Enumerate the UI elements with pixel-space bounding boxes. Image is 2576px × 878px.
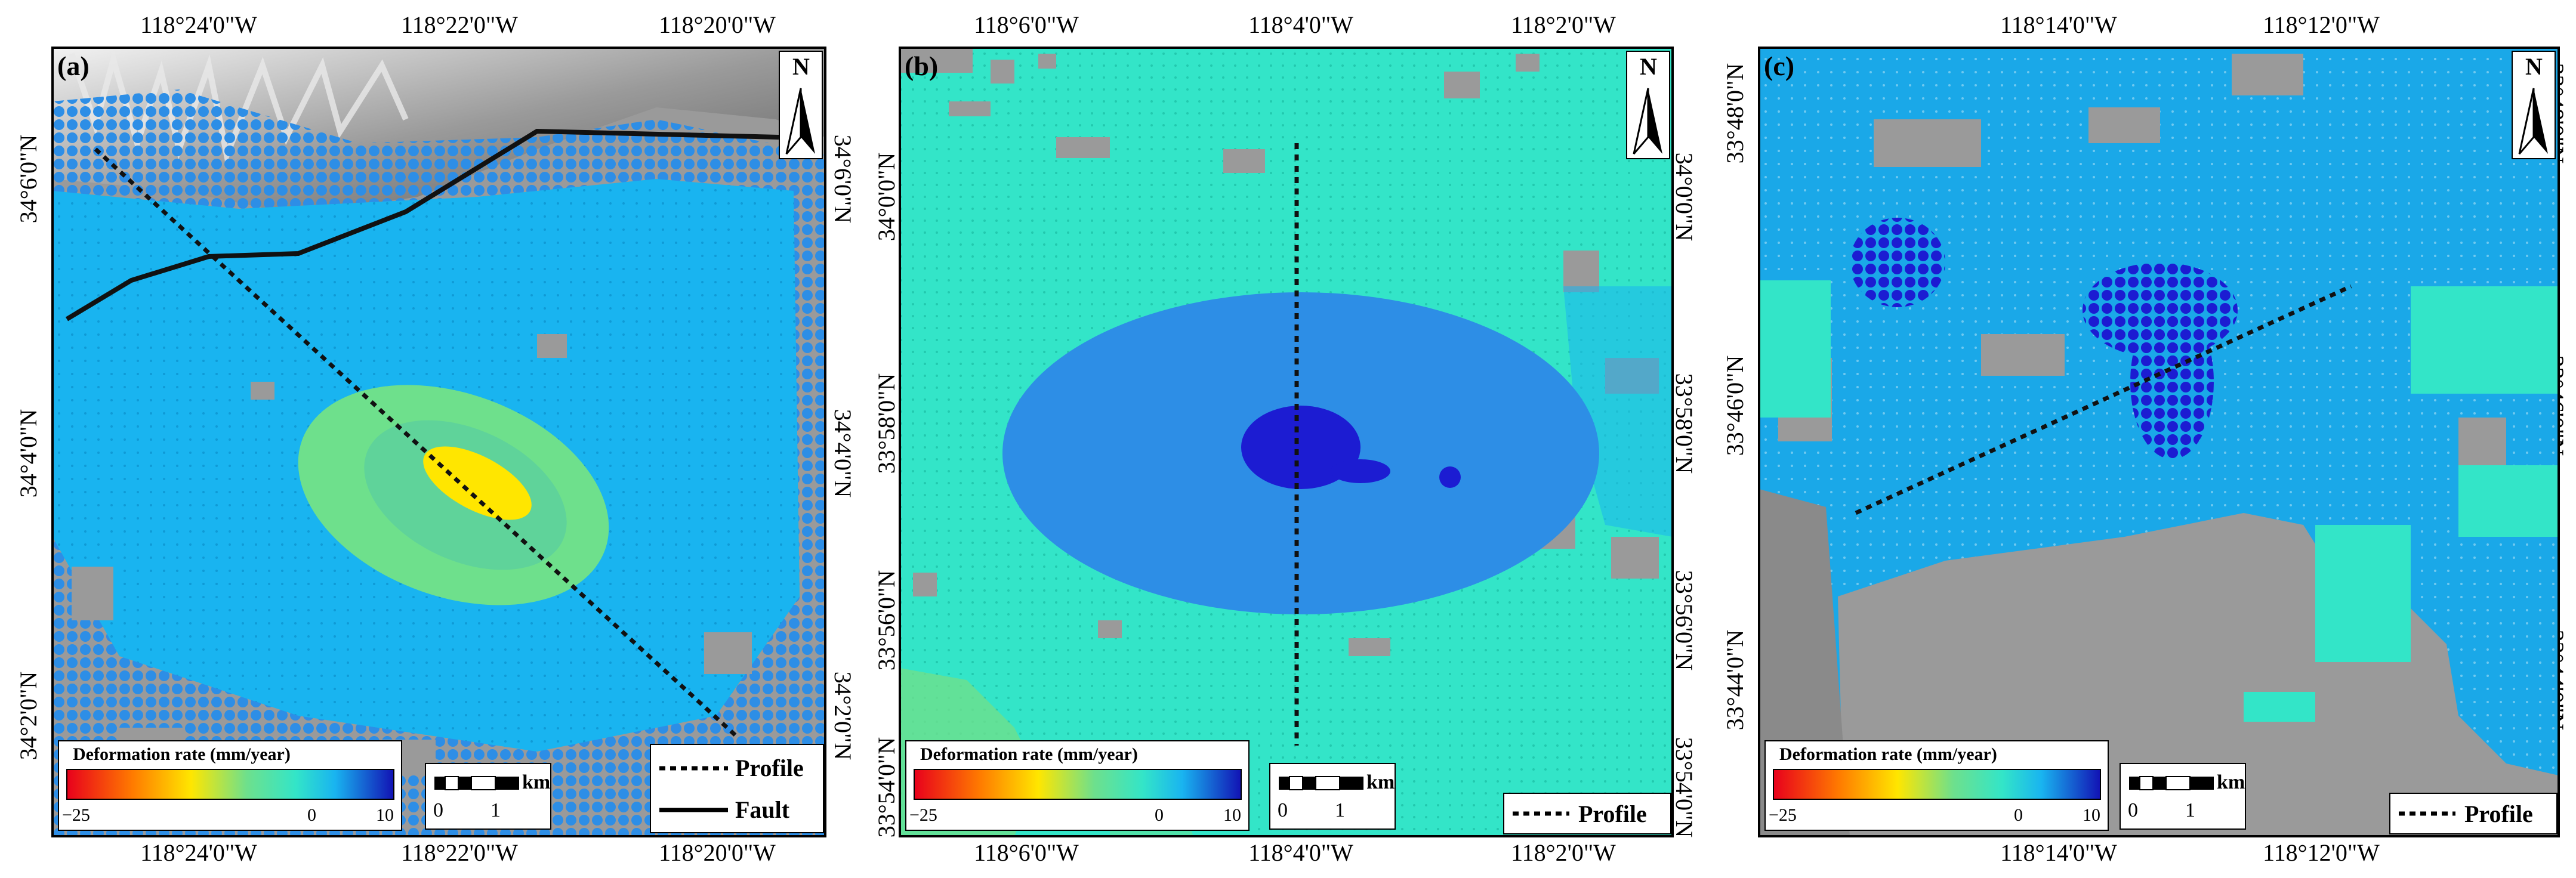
scale-zero: 0 [2128,799,2138,821]
legend-c [2389,793,2558,834]
map-c [1758,47,2560,837]
top-tick-label: 118°14'0"W [2000,11,2117,38]
map-b [899,47,1674,837]
colorbar-c [1764,740,2109,831]
panel-label: (b) [905,51,939,81]
bottom-tick-label: 118°12'0"W [2263,839,2380,866]
colorbar-title: Deformation rate (mm/year) [920,744,1138,764]
panel-label: (c) [1764,51,1795,81]
scale-unit: km [522,771,551,793]
north-label: N [1640,53,1657,80]
top-tick-label: 118°6'0"W [974,11,1079,38]
map-area [53,48,825,836]
north-label: N [792,53,810,80]
panel-a: 118°24'0"W 118°22'0"W 118°20'0"W 118°24'… [0,0,859,878]
scale-zero: 0 [433,799,443,821]
top-tick-label: 118°12'0"W [2263,11,2380,38]
top-tick-label: 118°22'0"W [401,11,518,38]
map-a [51,47,826,837]
legend-b [1503,793,1671,834]
colorbar-a [58,740,402,831]
top-tick-label: 118°4'0"W [1248,11,1353,38]
colorbar-max-label: 10 [376,805,394,825]
bottom-tick-label: 118°2'0"W [1511,839,1616,866]
colorbar-max-label: 10 [1223,805,1241,825]
scale-zero: 0 [1278,799,1288,821]
colorbar-zero-label: 0 [307,805,316,825]
scale-bar-b [1269,763,1396,830]
legend-profile-label: Profile [2464,800,2533,827]
north-arrow-icon [779,51,823,159]
top-tick-label: 118°2'0"W [1511,11,1616,38]
bottom-tick-label: 118°22'0"W [401,839,518,866]
legend-a [650,744,824,833]
panel-b: 118°6'0"W 118°4'0"W 118°2'0"W 118°6'0"W … [859,0,1707,878]
colorbar-title: Deformation rate (mm/year) [1779,744,1997,764]
legend-profile-label: Profile [1578,800,1647,827]
panel-c: 118°14'0"W 118°12'0"W 118°14'0"W 118°12'… [1707,0,2576,878]
legend-profile-label: Profile [735,755,804,781]
north-arrow-icon [2512,51,2556,159]
top-tick-label: 118°20'0"W [659,11,776,38]
colorbar-max-label: 10 [2083,805,2100,825]
colorbar-min-label: −25 [1769,805,1797,825]
colorbar-title: Deformation rate (mm/year) [73,744,291,764]
scale-unit: km [1366,771,1395,793]
north-label: N [2525,53,2543,80]
bottom-tick-label: 118°4'0"W [1248,839,1353,866]
colorbar-min-label: −25 [62,805,90,825]
scale-one: 1 [490,799,501,821]
north-arrow-icon [1626,51,1670,159]
map-area [1759,48,2559,836]
colorbar-min-label: −25 [909,805,937,825]
bottom-tick-label: 118°14'0"W [2000,839,2117,866]
legend-fault-label: Fault [735,796,790,823]
scale-one: 1 [2185,799,2195,821]
bottom-tick-label: 118°6'0"W [974,839,1079,866]
panel-label: (a) [57,51,90,81]
colorbar-zero-label: 0 [1155,805,1164,825]
colorbar-b [905,740,1250,831]
colorbar-zero-label: 0 [2014,805,2023,825]
top-tick-label: 118°24'0"W [140,11,257,38]
map-area [900,48,1673,836]
scale-one: 1 [1335,799,1345,821]
scale-unit: km [2217,771,2245,793]
scale-bar-a [425,763,551,830]
bottom-tick-label: 118°20'0"W [659,839,776,866]
bottom-tick-label: 118°24'0"W [140,839,257,866]
scale-bar-c [2120,763,2246,830]
